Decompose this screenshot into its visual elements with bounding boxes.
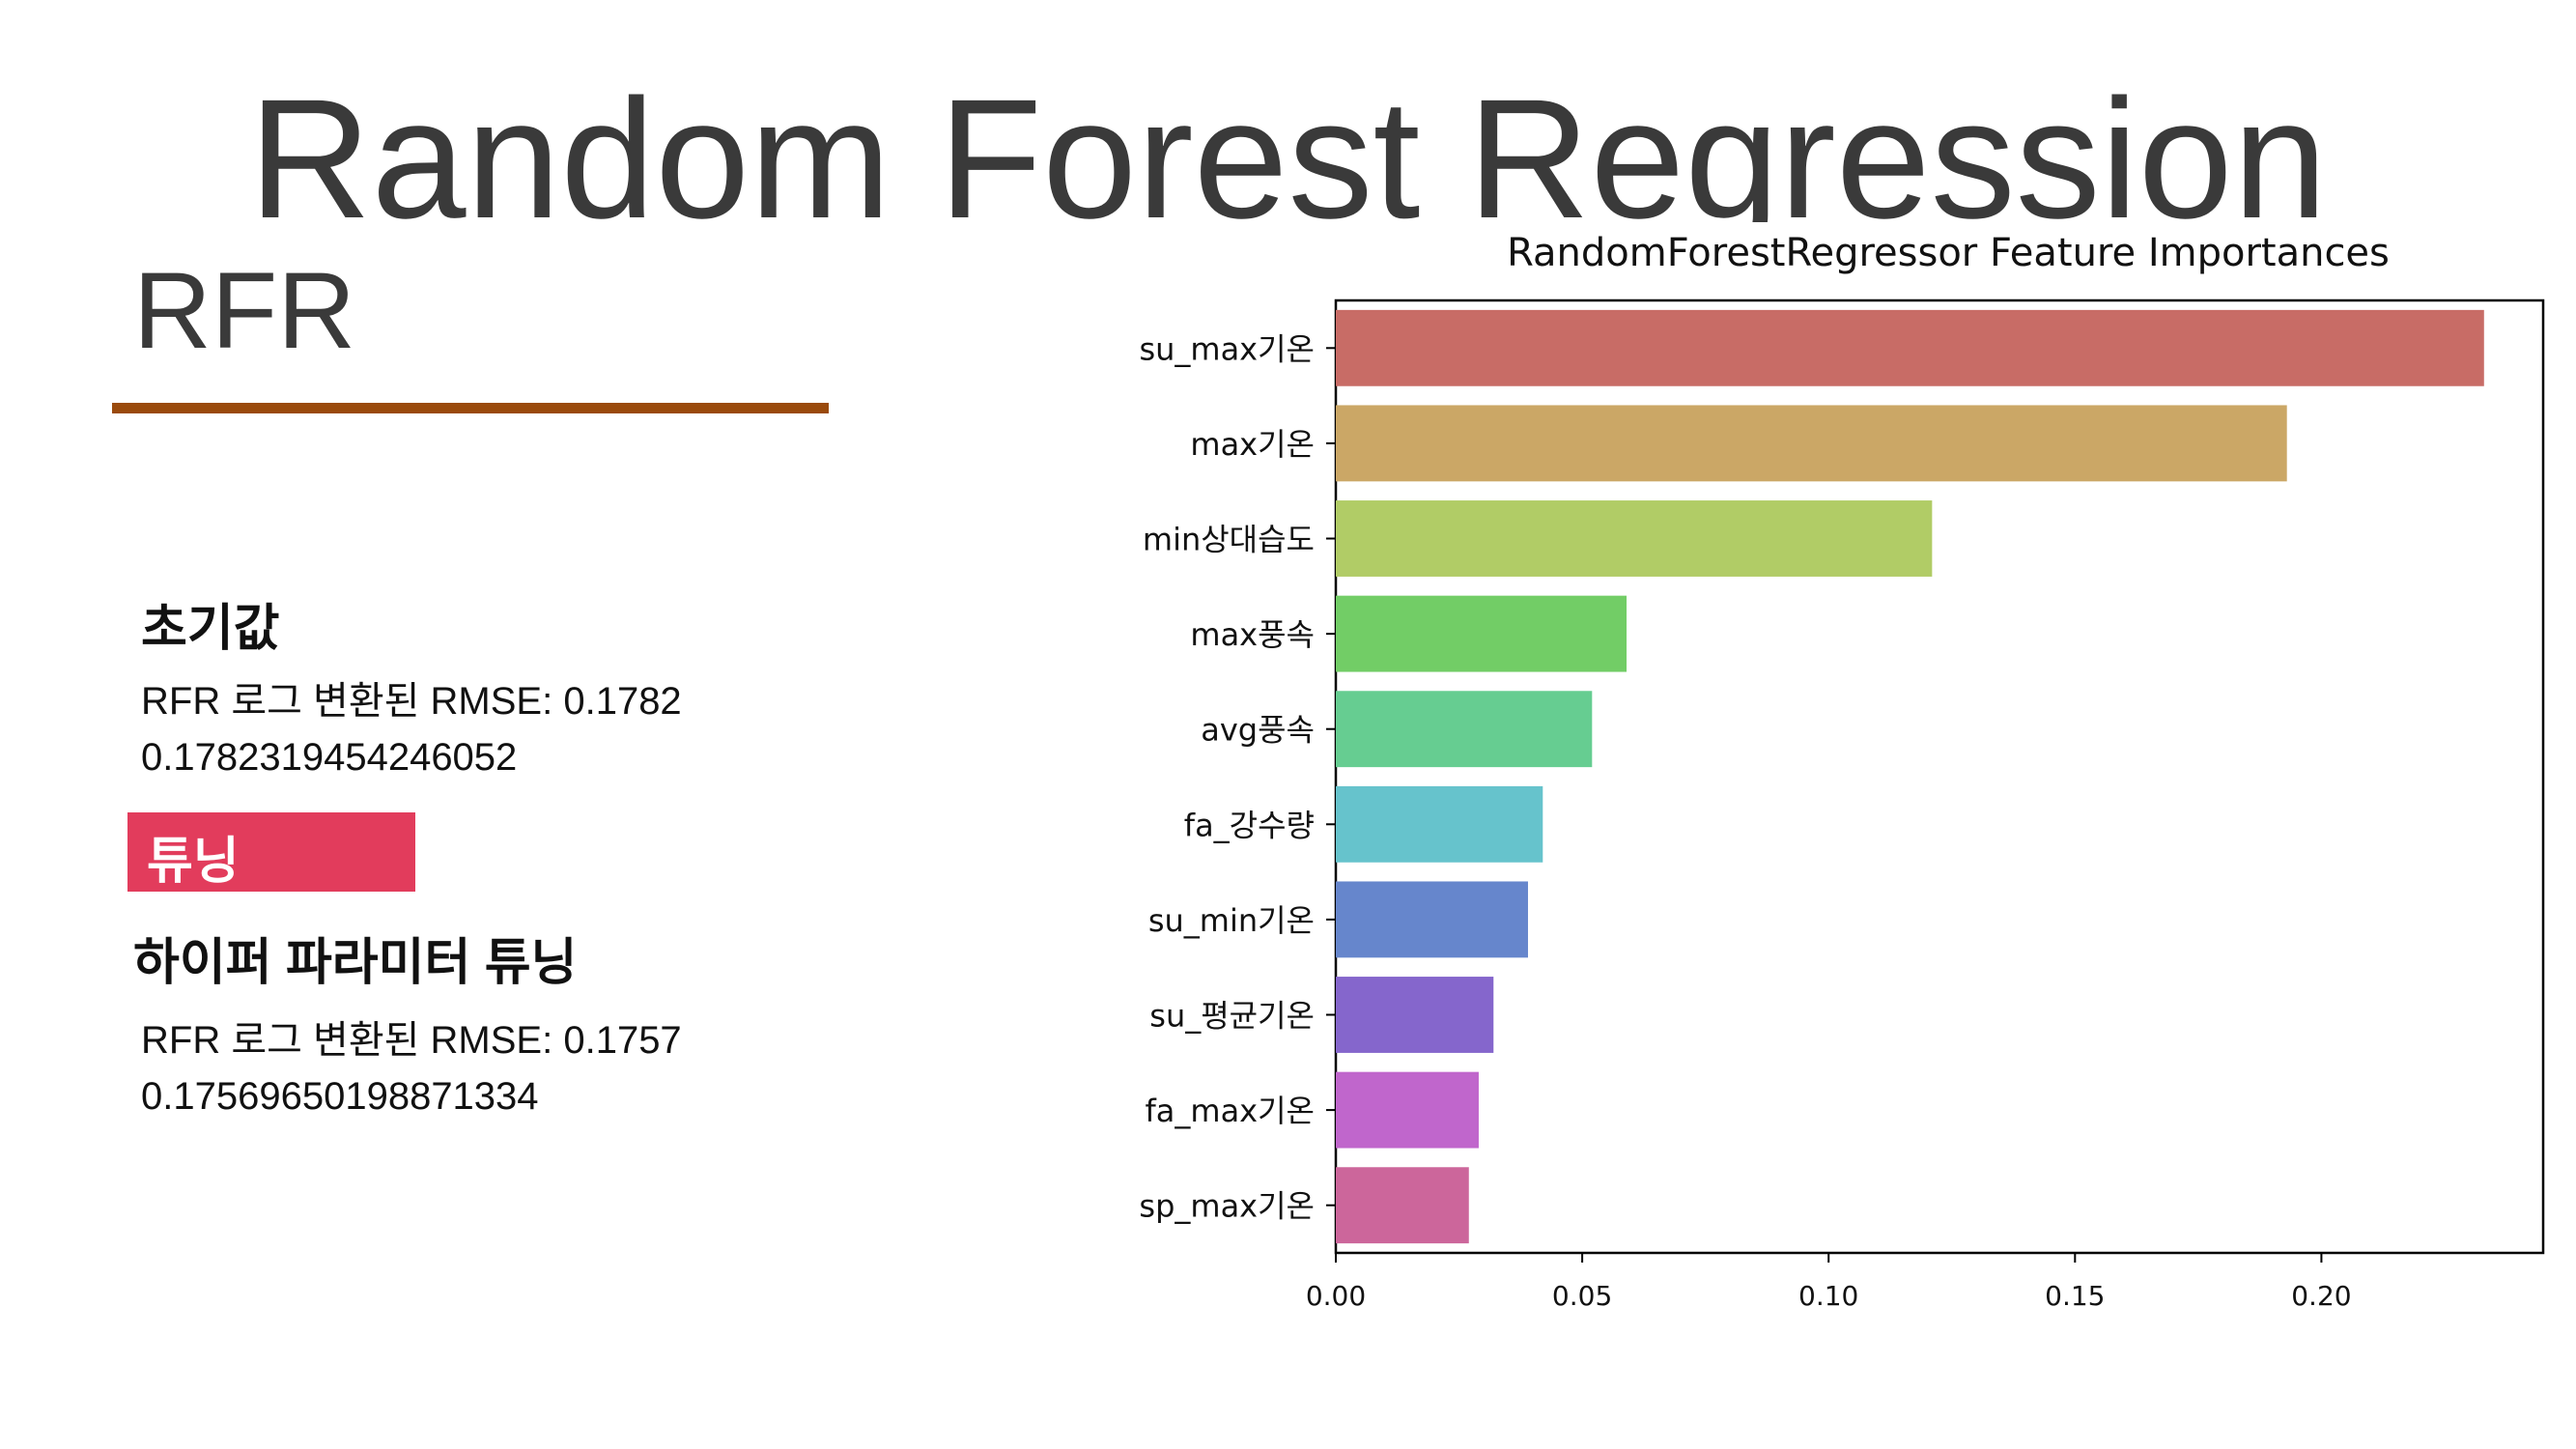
slide-title: Random Forest Regression xyxy=(248,65,2328,222)
y-axis-labels: su_max기온 max기온 min상대습도 max풍속 avg풍속 fa_강수량 su_m… xyxy=(1139,330,1336,1225)
y-tick-label: min상대습도 xyxy=(1143,522,1315,558)
bar-group xyxy=(1336,309,2484,1244)
bar-1 xyxy=(1336,405,2287,482)
x-axis-ticks: 0.00 0.05 0.10 0.15 0.20 xyxy=(1306,1253,2352,1312)
bar-0 xyxy=(1336,309,2484,386)
y-tick-label: su_max기온 xyxy=(1139,330,1315,367)
x-tick-label: 0.15 xyxy=(2045,1280,2105,1312)
x-tick-label: 0.00 xyxy=(1306,1280,1366,1312)
y-tick-label: max기온 xyxy=(1190,426,1315,463)
chart-title: RandomForestRegressor Feature Importance… xyxy=(1507,231,2390,275)
tuned-rmse-text: RFR 로그 변환된 RMSE: 0.1757 0.17569650198871… xyxy=(141,1012,682,1124)
tuned-rmse-line: RFR 로그 변환된 RMSE: 0.1757 xyxy=(141,1019,682,1062)
x-tick-label: 0.05 xyxy=(1552,1280,1612,1312)
y-tick-label: fa_강수량 xyxy=(1184,807,1315,843)
y-tick-label: su_min기온 xyxy=(1148,902,1315,939)
bar-4 xyxy=(1336,691,1593,768)
y-tick-label: fa_max기온 xyxy=(1146,1093,1315,1129)
bar-5 xyxy=(1336,785,1543,863)
bar-3 xyxy=(1336,595,1628,672)
x-tick-label: 0.10 xyxy=(1798,1280,1858,1312)
tuning-badge-label: 튜닝 xyxy=(147,834,240,890)
tuned-rmse-value: 0.17569650198871334 xyxy=(141,1075,539,1118)
section-title: RFR xyxy=(133,250,356,371)
tuning-badge: 튜닝 xyxy=(127,812,415,892)
y-tick-label: su_평균기온 xyxy=(1149,998,1315,1035)
initial-rmse-text: RFR 로그 변환된 RMSE: 0.1782 0.17823194542460… xyxy=(141,673,682,785)
initial-rmse-line: RFR 로그 변환된 RMSE: 0.1782 xyxy=(141,680,682,723)
bar-8 xyxy=(1336,1071,1479,1149)
plot-frame xyxy=(1334,298,2545,1255)
y-tick-label: avg풍속 xyxy=(1201,712,1315,749)
x-tick-label: 0.20 xyxy=(2291,1280,2351,1312)
y-tick-label: sp_max기온 xyxy=(1139,1188,1315,1225)
bar-7 xyxy=(1336,977,1494,1053)
initial-rmse-value: 0.1782319454246052 xyxy=(141,736,518,779)
y-tick-label: max풍속 xyxy=(1190,616,1315,653)
initial-value-heading: 초기값 xyxy=(141,601,280,657)
bar-9 xyxy=(1336,1167,1469,1244)
hyperparameter-tuning-heading: 하이퍼 파라미터 튜닝 xyxy=(133,935,578,991)
bar-2 xyxy=(1336,500,1933,577)
bar-6 xyxy=(1336,881,1528,958)
section-divider xyxy=(112,403,829,413)
